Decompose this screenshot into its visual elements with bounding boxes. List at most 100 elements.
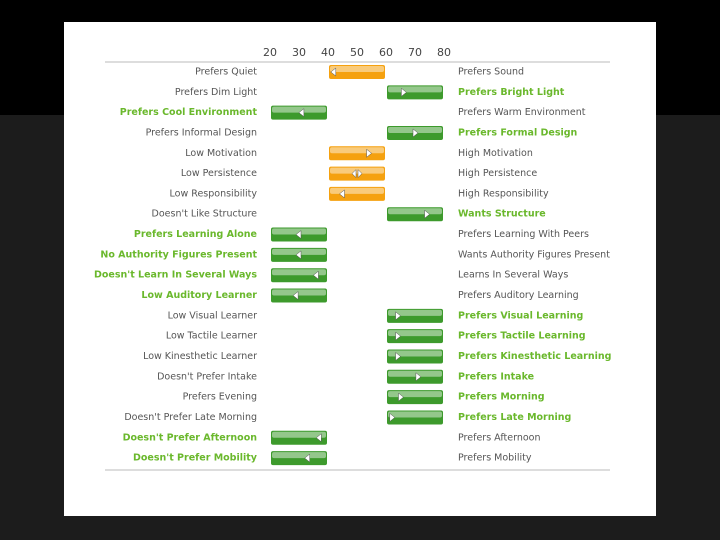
slider-gloss — [388, 370, 442, 377]
right-label: Prefers Auditory Learning — [458, 290, 579, 301]
slider-gloss — [272, 269, 326, 276]
x-tick-label: 70 — [408, 46, 422, 59]
left-label: Low Motivation — [185, 148, 257, 159]
right-label: Prefers Tactile Learning — [458, 331, 586, 342]
x-tick-label: 60 — [379, 46, 393, 59]
slider-gloss — [388, 309, 442, 316]
slider-marker — [398, 392, 404, 402]
left-label: Doesn't Prefer Mobility — [133, 453, 258, 464]
slider-gloss — [388, 330, 442, 337]
right-label: Prefers Afternoon — [458, 432, 540, 443]
slider-marker — [351, 168, 363, 179]
right-label: High Responsibility — [458, 188, 549, 199]
slider-marker — [304, 453, 310, 463]
slider-gloss — [272, 228, 326, 235]
right-label: Learns In Several Ways — [458, 270, 568, 281]
right-label: Prefers Formal Design — [458, 127, 578, 138]
slider-gloss — [272, 431, 326, 438]
left-label: Low Tactile Learner — [166, 331, 257, 342]
slider-bar — [329, 65, 385, 79]
slider-marker — [389, 412, 396, 422]
left-label: Doesn't Prefer Late Morning — [124, 412, 257, 423]
slider-bar — [329, 146, 385, 161]
slider-gloss — [388, 350, 442, 357]
right-label: Prefers Kinesthetic Learning — [458, 351, 611, 362]
left-label: Prefers Quiet — [195, 67, 257, 78]
left-label: Low Kinesthetic Learner — [143, 351, 257, 362]
x-tick-label: 40 — [321, 46, 335, 59]
slider-marker — [415, 372, 422, 382]
slider-marker — [312, 270, 319, 280]
slider-marker — [401, 87, 407, 97]
left-label: Low Responsibility — [170, 188, 258, 199]
slider-bar — [387, 329, 443, 344]
slider-marker — [412, 128, 419, 138]
right-label: Prefers Warm Environment — [458, 107, 586, 118]
left-label: Prefers Learning Alone — [134, 229, 257, 240]
slider-gloss — [272, 452, 326, 459]
slider-bar — [387, 410, 443, 425]
slider-marker — [330, 67, 337, 77]
slider-bar — [329, 166, 385, 181]
slider-gloss — [388, 391, 442, 398]
slider-gloss — [388, 208, 442, 215]
right-label: Prefers Learning With Peers — [458, 229, 589, 240]
left-label: Doesn't Learn In Several Ways — [94, 270, 257, 281]
slider-gloss — [330, 187, 384, 194]
left-label: Prefers Dim Light — [175, 87, 257, 98]
slider-marker — [295, 230, 302, 240]
left-label: Low Persistence — [181, 168, 257, 179]
slider-bar — [271, 451, 327, 466]
slider-marker — [295, 250, 302, 260]
left-label: Prefers Evening — [183, 392, 257, 403]
left-label: Doesn't Prefer Intake — [157, 371, 257, 382]
slider-marker — [298, 108, 305, 118]
slider-gloss — [330, 167, 384, 174]
right-label: Prefers Late Morning — [458, 412, 571, 423]
left-label: Prefers Informal Design — [146, 127, 257, 138]
right-label: Prefers Bright Light — [458, 87, 565, 98]
slider-bar — [271, 268, 327, 283]
slider-marker — [395, 331, 402, 341]
slider-bar — [387, 85, 443, 100]
slider-marker — [395, 311, 402, 321]
slider-gloss — [272, 289, 326, 296]
right-label: Wants Structure — [458, 209, 546, 220]
slider-bar — [387, 349, 443, 364]
panel — [64, 22, 656, 516]
right-label: High Persistence — [458, 168, 537, 179]
slider-marker — [366, 148, 373, 158]
left-label: Prefers Cool Environment — [120, 107, 258, 118]
slider-bar — [329, 186, 385, 201]
right-label: Prefers Mobility — [458, 453, 532, 464]
x-tick-label: 20 — [263, 46, 277, 59]
slider-gloss — [272, 106, 326, 113]
right-label: High Motivation — [458, 148, 533, 159]
right-label: Prefers Visual Learning — [458, 310, 583, 321]
x-tick-label: 80 — [437, 46, 451, 59]
slider-marker — [395, 351, 402, 362]
slider-gloss — [388, 86, 442, 93]
left-label: Doesn't Like Structure — [152, 209, 258, 220]
slider-marker — [424, 209, 431, 219]
left-label: No Authority Figures Present — [100, 249, 257, 260]
slider-marker — [292, 290, 299, 301]
slider-bar — [387, 390, 443, 405]
slider-bar — [271, 430, 327, 445]
right-label: Wants Authority Figures Present — [458, 249, 610, 260]
slider-gloss — [388, 411, 442, 418]
slider-gloss — [388, 126, 442, 133]
right-label: Prefers Sound — [458, 67, 524, 78]
right-label: Prefers Morning — [458, 392, 545, 403]
slider-marker — [339, 189, 345, 199]
slider-bar — [387, 308, 443, 323]
slider-gloss — [272, 248, 326, 255]
slider-bar — [387, 207, 443, 222]
slider-bar — [387, 369, 443, 384]
slider-gloss — [330, 66, 384, 72]
left-label: Low Visual Learner — [168, 310, 258, 321]
right-label: Prefers Intake — [458, 371, 534, 382]
x-tick-label: 50 — [350, 46, 364, 59]
